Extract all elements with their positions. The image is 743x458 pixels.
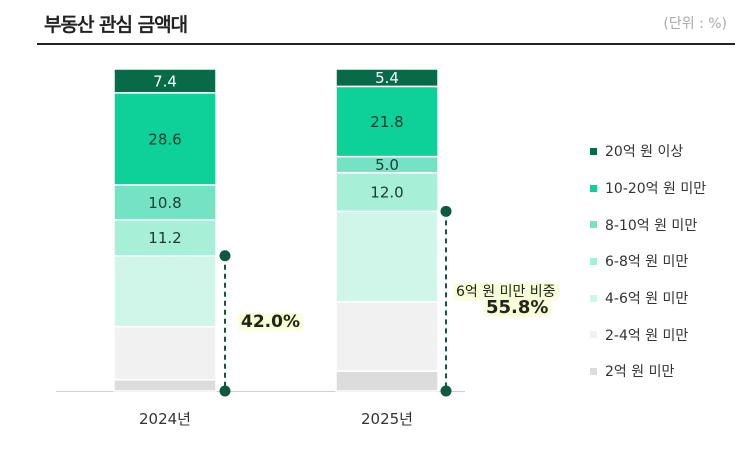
share-bracket-bottom-dot bbox=[219, 385, 231, 397]
legend-swatch bbox=[590, 257, 597, 265]
legend-item: 2-4억 원 미만 bbox=[590, 316, 706, 353]
data-label: 7.4 bbox=[153, 72, 177, 90]
legend-swatch bbox=[590, 221, 597, 229]
share-value-2024: 42.0% bbox=[238, 313, 303, 331]
data-label: 21.8 bbox=[370, 113, 403, 131]
legend-item: 10-20억 원 미만 bbox=[590, 170, 706, 207]
bar-segment bbox=[113, 378, 217, 392]
legend-label: 2억 원 미만 bbox=[605, 364, 675, 381]
legend-item: 4-6억 원 미만 bbox=[590, 280, 706, 317]
bar-segment bbox=[113, 325, 217, 381]
legend-item: 20억 원 이상 bbox=[590, 133, 706, 170]
data-label: 28.6 bbox=[148, 130, 181, 148]
data-label: 5.0 bbox=[375, 156, 399, 174]
bar-segment bbox=[335, 210, 439, 303]
bar-segment bbox=[335, 301, 439, 372]
share-value-2025: 55.8% bbox=[483, 299, 552, 317]
legend-label: 20억 원 이상 bbox=[605, 144, 684, 161]
share-annotation-label: 6억 원 미만 비중 bbox=[453, 283, 559, 301]
data-label: 11.2 bbox=[148, 229, 181, 247]
legend-label: 10-20억 원 미만 bbox=[605, 181, 707, 198]
legend-label: 8-10억 원 미만 bbox=[605, 217, 698, 234]
share-bracket-bottom-dot bbox=[440, 385, 452, 397]
legend-label: 2-4억 원 미만 bbox=[605, 327, 689, 344]
legend-swatch bbox=[590, 294, 597, 302]
x-tick-label: 2025년 bbox=[361, 410, 413, 428]
legend-item: 6-8억 원 미만 bbox=[590, 243, 706, 280]
bar-segment bbox=[335, 85, 439, 158]
data-label: 12.0 bbox=[370, 184, 403, 202]
bar-segment bbox=[335, 370, 439, 392]
legend-swatch bbox=[590, 184, 597, 192]
legend-swatch bbox=[590, 367, 597, 375]
chart-title: 부동산 관심 금액대 bbox=[44, 14, 188, 36]
legend: 20억 원 이상 10-20억 원 미만 8-10억 원 미만 6-8억 원 미만 4-… bbox=[590, 133, 706, 390]
legend-swatch bbox=[590, 147, 597, 155]
data-label: 10.8 bbox=[148, 194, 181, 212]
unit-label: (단위 : %) bbox=[663, 16, 727, 32]
legend-label: 6-8억 원 미만 bbox=[605, 254, 689, 271]
bar-segment bbox=[335, 171, 439, 213]
bar-segment bbox=[113, 218, 217, 257]
share-bracket-top-dot bbox=[219, 250, 231, 262]
bar-segment bbox=[113, 92, 217, 186]
bar-segment bbox=[113, 255, 217, 328]
legend-label: 4-6억 원 미만 bbox=[605, 291, 689, 308]
legend-item: 2억 원 미만 bbox=[590, 353, 706, 390]
bar-segment bbox=[335, 68, 439, 88]
legend-item: 8-10억 원 미만 bbox=[590, 206, 706, 243]
bar-segment bbox=[113, 68, 217, 94]
title-divider bbox=[37, 43, 735, 45]
legend-swatch bbox=[590, 331, 597, 339]
share-bracket-top-dot bbox=[440, 205, 452, 217]
data-label: 5.4 bbox=[375, 69, 399, 87]
x-tick-label: 2024년 bbox=[139, 410, 191, 428]
